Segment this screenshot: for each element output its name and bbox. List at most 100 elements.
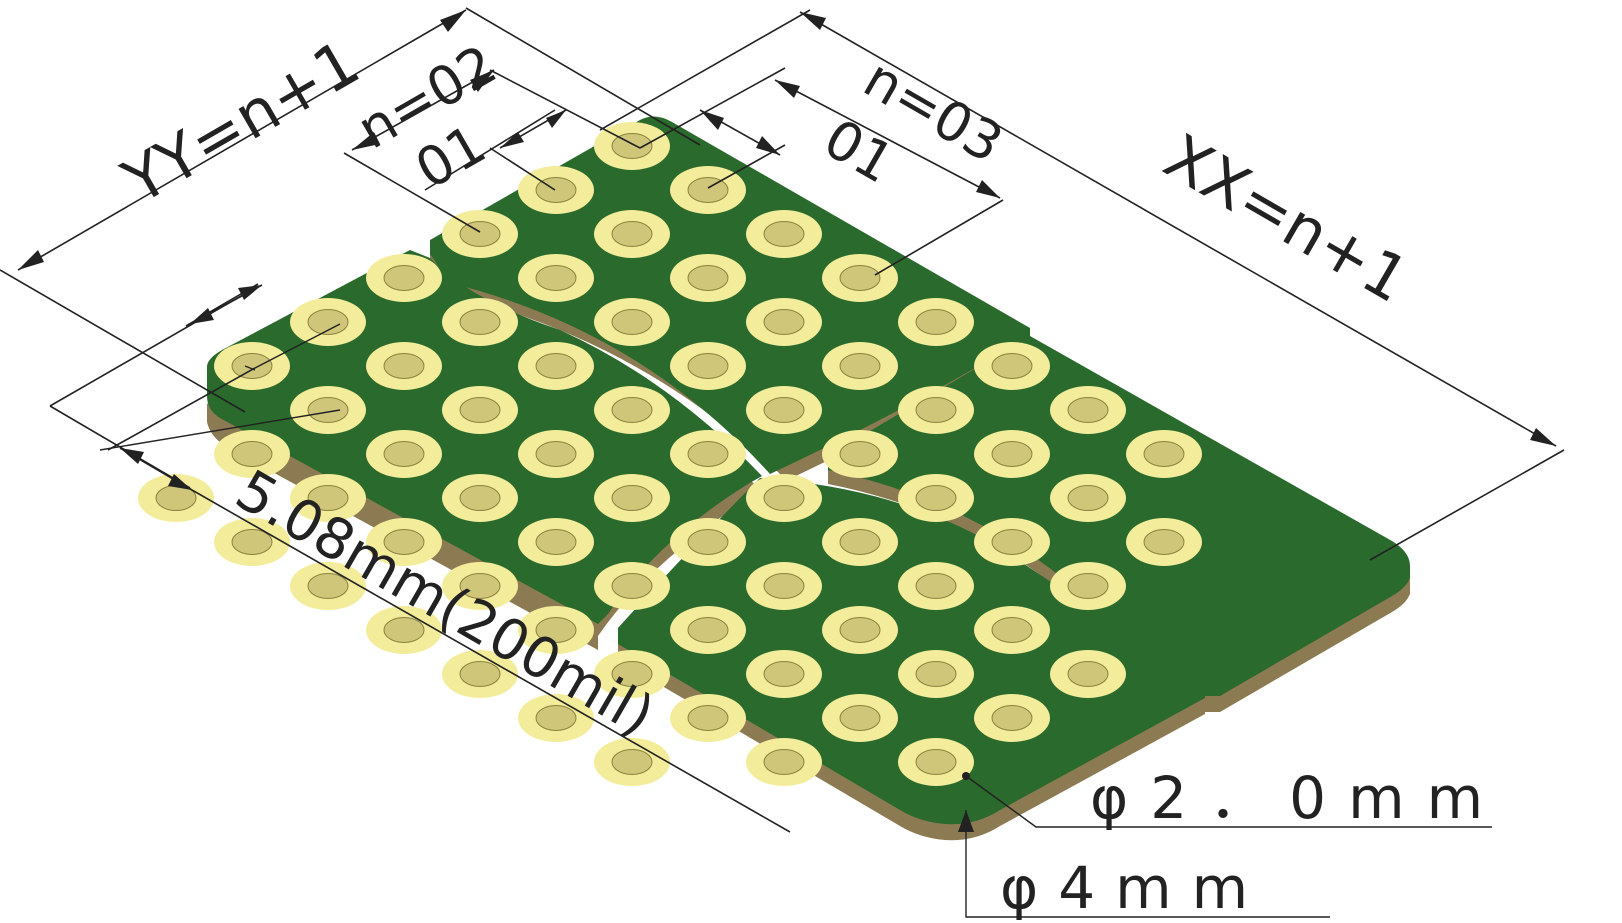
pad-hole (307, 573, 349, 599)
pad-hole (1143, 529, 1185, 555)
board-piece-right (828, 336, 1410, 712)
pad-hole (839, 441, 881, 467)
pad-hole (915, 485, 957, 511)
board-bottom-face (618, 478, 1205, 825)
n03-arrow-right (976, 180, 1000, 198)
land-label: φ4mm (1000, 854, 1268, 922)
pad-hole (535, 441, 577, 467)
land-leader (965, 810, 1330, 918)
pad-hole (459, 573, 501, 599)
pad-hole (383, 441, 425, 467)
pad-hole (915, 749, 957, 775)
yy-label: YY=n+1 (110, 26, 371, 219)
hole-label: φ2．0mm (1090, 764, 1505, 832)
pitch-arrow-top-right (238, 285, 262, 300)
pad-hole (763, 397, 805, 423)
pad-hole (231, 441, 273, 467)
pad-hole (915, 661, 957, 687)
pad-hole (763, 749, 805, 775)
pad-hole (763, 309, 805, 335)
pad-hole (915, 397, 957, 423)
pad-hole (383, 353, 425, 379)
pad-hole (611, 309, 653, 335)
xx-arrow-left (800, 12, 826, 30)
y01-arrow-left (500, 132, 524, 148)
land-arrow (958, 810, 974, 832)
pad-hole (1067, 661, 1109, 687)
pad-hole (611, 221, 653, 247)
pad-hole (687, 353, 729, 379)
board-pieces (138, 116, 1410, 841)
leader-pad-1 (244, 365, 256, 371)
y01-extension-2 (489, 147, 556, 191)
yy-arrow-right (440, 10, 466, 32)
yy-arrow-left (18, 250, 44, 270)
pad-hole (687, 529, 729, 555)
yy-extension-line-left (0, 269, 246, 413)
xx-dimension-line (799, 11, 1557, 447)
xx-extension-right (1369, 449, 1565, 561)
pad-hole (991, 529, 1033, 555)
pitch-arrow-top-left (190, 308, 214, 324)
pad-hole (611, 485, 653, 511)
pad-hole (687, 617, 729, 643)
pad-hole (611, 133, 653, 159)
pad-hole (611, 661, 653, 687)
xx-label: XX=n+1 (1153, 120, 1421, 317)
pad-hole (307, 397, 349, 423)
pad-hole (687, 265, 729, 291)
pad-hole (991, 617, 1033, 643)
board-left-face (207, 250, 762, 624)
pad-hole (611, 397, 653, 423)
pad-hole (535, 705, 577, 731)
pad-hole (839, 617, 881, 643)
hole-leader (965, 775, 1492, 828)
pad-hole (383, 265, 425, 291)
pad-hole (687, 705, 729, 731)
pad-grid (138, 122, 1202, 786)
pad-hole (459, 661, 501, 687)
pad-hole (1067, 573, 1109, 599)
pad-hole (991, 353, 1033, 379)
pad-hole (383, 617, 425, 643)
pad-hole (687, 441, 729, 467)
yy-dimension-line (17, 9, 467, 271)
pitch-arrow-bottom-right (168, 474, 192, 490)
n02-extension-left (343, 152, 481, 233)
pad-hole (459, 221, 501, 247)
n03-dimension-line (774, 79, 1001, 199)
hole-leader-dot (962, 772, 970, 780)
xx-arrow-right (1530, 428, 1556, 446)
x01-arrow-left (700, 110, 724, 130)
leader-pad-2 (254, 323, 341, 369)
pad-hole (459, 485, 501, 511)
n02-arrow-right (470, 70, 494, 92)
n03-arrow-left (775, 80, 800, 98)
pad-hole (991, 705, 1033, 731)
board-right-face (828, 336, 1410, 696)
pitch-arrow-bottom-left (120, 448, 144, 464)
x01-extension-a (599, 9, 811, 131)
pad-hole (611, 749, 653, 775)
pad-hole (1143, 441, 1185, 467)
pad-hole (763, 221, 805, 247)
pad-hole (1067, 397, 1109, 423)
pad-hole (535, 353, 577, 379)
pad-hole (839, 353, 881, 379)
pad-hole (763, 485, 805, 511)
pad-hole (763, 573, 805, 599)
pad-hole (231, 353, 273, 379)
pad-hole (839, 705, 881, 731)
pad-hole (991, 441, 1033, 467)
pad-hole (839, 265, 881, 291)
yy-extension-line-top (465, 7, 701, 146)
pad-hole (763, 661, 805, 687)
y01-arrow-right (546, 110, 566, 128)
pad-hole (915, 573, 957, 599)
pad-hole (459, 309, 501, 335)
pad-hole (535, 265, 577, 291)
pad-hole (611, 573, 653, 599)
x01-arrow-right (756, 136, 780, 155)
n03-extension-right (874, 199, 1004, 276)
